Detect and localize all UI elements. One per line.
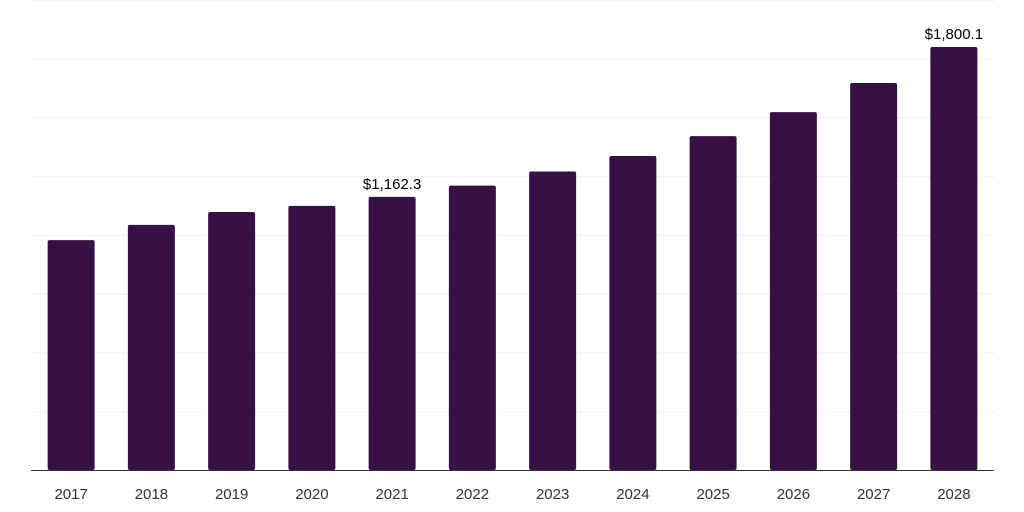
bar-2020[interactable]: [288, 205, 336, 471]
x-tick-label-2026: 2026: [777, 486, 810, 503]
data-label-2028: $1,800.1: [925, 26, 983, 43]
bar-2024[interactable]: [609, 156, 657, 471]
bar-2017[interactable]: [47, 240, 95, 470]
bars: [47, 46, 978, 471]
x-tick-label-2021: 2021: [375, 486, 408, 503]
x-tick-label-2023: 2023: [536, 486, 569, 503]
bar-2027[interactable]: [850, 82, 898, 470]
bar-2023[interactable]: [529, 171, 577, 471]
x-tick-label-2022: 2022: [456, 486, 489, 503]
bar-2022[interactable]: [448, 185, 496, 470]
x-tick-label-2020: 2020: [295, 486, 328, 503]
x-tick-label-2018: 2018: [135, 486, 168, 503]
x-tick-label-2027: 2027: [857, 486, 890, 503]
data-label-2021: $1,162.3: [363, 176, 421, 193]
bar-2019[interactable]: [208, 211, 256, 470]
bar-2025[interactable]: [689, 136, 737, 470]
x-axis-tick-labels: 2017 2018 2019 2020 2021 2022 2023 2024 2025 2026…: [54, 486, 970, 503]
gridlines: [31, 0, 994, 413]
x-tick-label-2024: 2024: [616, 486, 649, 503]
bar-2018[interactable]: [127, 224, 175, 470]
bar-2028[interactable]: [930, 46, 978, 470]
bar-2026[interactable]: [769, 112, 817, 470]
x-tick-label-2028: 2028: [937, 486, 970, 503]
x-tick-label-2019: 2019: [215, 486, 248, 503]
x-tick-label-2017: 2017: [54, 486, 87, 503]
data-labels: $1,162.3 $1,800.1: [363, 26, 983, 193]
x-tick-label-2025: 2025: [696, 486, 729, 503]
bar-2021[interactable]: [368, 196, 416, 470]
